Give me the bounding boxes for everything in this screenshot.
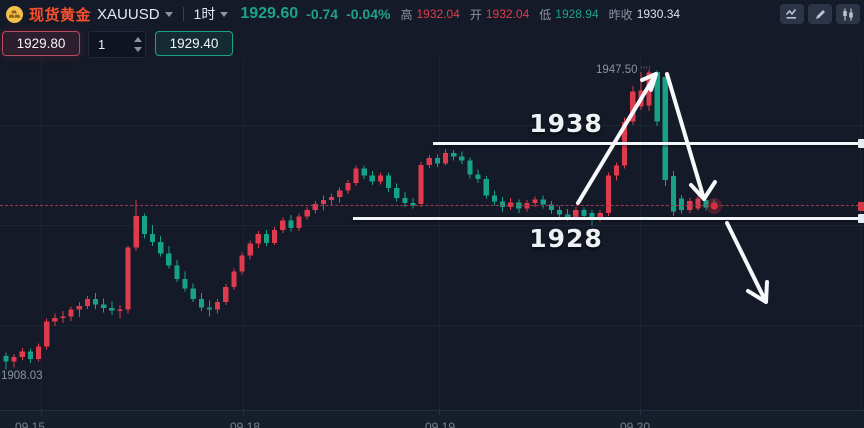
session-low-label: 1908.03 bbox=[1, 369, 43, 382]
gridline bbox=[41, 58, 42, 410]
stat-high: 高 1932.04 bbox=[400, 7, 460, 22]
date-label: 09.15 bbox=[14, 420, 46, 428]
stat-prev-close: 昨收 1930.34 bbox=[608, 7, 681, 22]
gridline bbox=[0, 225, 864, 226]
quantity-stepper[interactable] bbox=[88, 31, 146, 58]
current-price-dot bbox=[710, 202, 718, 210]
line-chart-button[interactable] bbox=[780, 4, 804, 24]
date-label: 09.18 bbox=[229, 420, 261, 428]
price-chart[interactable]: 1938 1928 1947.50 '''' 1908.03 bbox=[0, 58, 864, 410]
gridline bbox=[243, 58, 244, 410]
gridline bbox=[439, 58, 440, 410]
gridline bbox=[640, 58, 641, 410]
support-line[interactable] bbox=[353, 216, 864, 220]
current-price-line bbox=[0, 205, 864, 206]
divider bbox=[182, 7, 184, 21]
projection-down-arrow[interactable] bbox=[725, 221, 769, 304]
trend-down-arrow[interactable] bbox=[665, 72, 717, 201]
time-axis[interactable]: 09.15 09.18 09.19 09.20 bbox=[0, 410, 864, 428]
toolbar-buttons bbox=[780, 4, 860, 24]
pencil-icon bbox=[815, 9, 825, 19]
symbol-label: XAUUSD bbox=[97, 5, 160, 23]
axis-tick bbox=[41, 411, 42, 415]
axis-tick bbox=[243, 411, 244, 415]
quantity-input[interactable] bbox=[89, 36, 130, 53]
draw-tool-button[interactable] bbox=[808, 4, 832, 24]
interval-selector[interactable]: 1时 bbox=[194, 4, 229, 24]
sell-button[interactable]: 1929.80 bbox=[2, 31, 80, 56]
candlestick-icon bbox=[843, 8, 853, 20]
axis-tick bbox=[439, 411, 440, 415]
gridline bbox=[0, 325, 864, 326]
stat-low: 低 1928.94 bbox=[539, 7, 599, 22]
support-label: 1928 bbox=[529, 224, 603, 253]
trend-annotations bbox=[576, 72, 769, 304]
chevron-down-icon bbox=[220, 11, 229, 17]
support-price-tag bbox=[858, 214, 864, 223]
increase-quantity-button[interactable] bbox=[133, 37, 142, 42]
stepper-arrows bbox=[130, 32, 145, 57]
date-label: 09.20 bbox=[619, 420, 651, 428]
top-bar: 现货黄金 XAUUSD 1时 1929.60 -0.74 -0.04% 高 19… bbox=[0, 0, 864, 28]
stat-open: 开 1932.04 bbox=[469, 7, 530, 22]
candlestick-series[interactable] bbox=[0, 58, 864, 410]
candle-style-button[interactable] bbox=[836, 4, 860, 24]
peak-price-label: 1947.50 '''' bbox=[596, 63, 652, 76]
price-change: -0.74 bbox=[306, 6, 339, 22]
gold-coin-icon bbox=[6, 5, 23, 23]
resistance-label: 1938 bbox=[529, 109, 603, 138]
price-change-percent: -0.04% bbox=[346, 6, 391, 22]
symbol-selector[interactable]: XAUUSD bbox=[97, 6, 173, 23]
trade-bar: 1929.80 1929.40 bbox=[0, 28, 864, 58]
interval-label: 1时 bbox=[193, 6, 216, 22]
date-label: 09.19 bbox=[424, 420, 456, 428]
last-price: 1929.60 bbox=[240, 5, 299, 22]
trend-up-arrow[interactable] bbox=[576, 72, 658, 205]
resistance-line[interactable] bbox=[433, 141, 864, 145]
axis-tick bbox=[640, 411, 641, 415]
decrease-quantity-button[interactable] bbox=[133, 47, 142, 52]
resistance-price-tag bbox=[858, 139, 864, 148]
current-price-tag bbox=[858, 202, 864, 211]
buy-button[interactable]: 1929.40 bbox=[155, 31, 233, 56]
line-chart-icon bbox=[785, 9, 797, 19]
chevron-down-icon bbox=[164, 11, 173, 17]
gridline bbox=[0, 125, 864, 126]
instrument-name: 现货黄金 bbox=[29, 6, 92, 24]
price-axis-edge bbox=[860, 58, 861, 410]
